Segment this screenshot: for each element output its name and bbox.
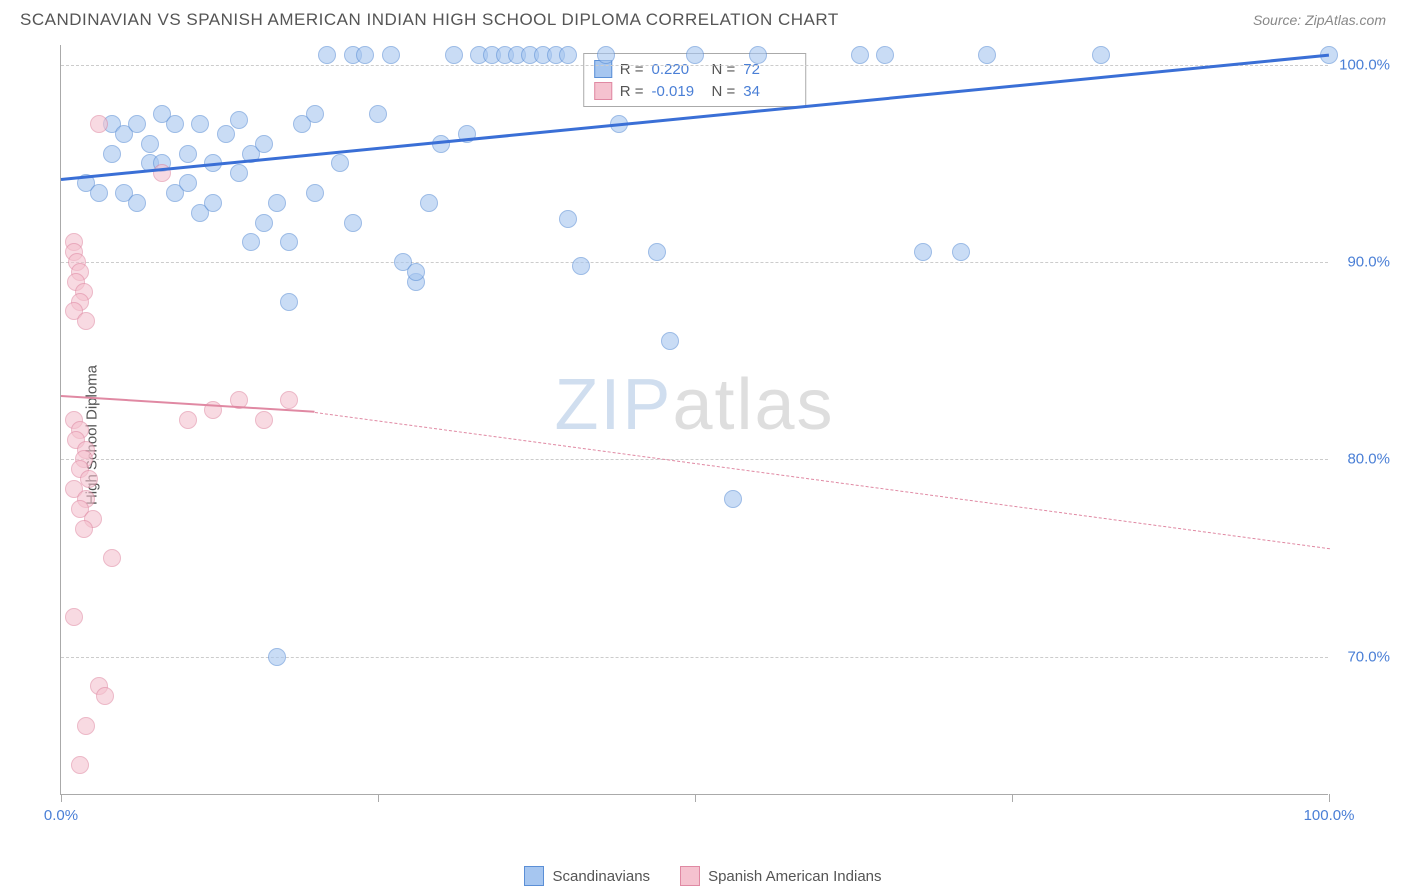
scatter-point <box>978 46 996 64</box>
scatter-point <box>661 332 679 350</box>
scatter-point <box>648 243 666 261</box>
stats-r-label: R = <box>620 83 644 100</box>
scatter-point <box>230 164 248 182</box>
x-tick <box>1012 794 1013 802</box>
scatter-point <box>572 257 590 275</box>
scatter-point <box>242 233 260 251</box>
x-tick <box>695 794 696 802</box>
scatter-point <box>686 46 704 64</box>
scatter-point <box>407 263 425 281</box>
gridline-h <box>61 657 1328 658</box>
scatter-point <box>914 243 932 261</box>
x-tick-label: 0.0% <box>44 807 78 824</box>
scatter-point <box>71 756 89 774</box>
x-tick <box>61 794 62 802</box>
scatter-point <box>445 46 463 64</box>
legend-swatch <box>594 82 612 100</box>
scatter-point <box>77 717 95 735</box>
scatter-point <box>306 184 324 202</box>
scatter-point <box>77 312 95 330</box>
plot-area: ZIPatlas R =0.220N =72R =-0.019N =34 70.… <box>60 45 1328 795</box>
y-tick-label: 100.0% <box>1339 56 1390 73</box>
scatter-point <box>356 46 374 64</box>
scatter-point <box>331 154 349 172</box>
scatter-point <box>344 214 362 232</box>
scatter-point <box>204 194 222 212</box>
scatter-point <box>597 46 615 64</box>
scatter-point <box>96 687 114 705</box>
scatter-point <box>559 210 577 228</box>
bottom-legend: Scandinavians Spanish American Indians <box>0 866 1406 886</box>
scatter-point <box>280 293 298 311</box>
scatter-point <box>141 135 159 153</box>
scatter-point <box>268 648 286 666</box>
scatter-point <box>306 105 324 123</box>
x-tick-label: 100.0% <box>1304 807 1355 824</box>
trendline-dashed <box>315 412 1330 549</box>
scatter-point <box>90 184 108 202</box>
scatter-point <box>255 214 273 232</box>
legend-label: Scandinavians <box>552 868 650 885</box>
scatter-point <box>382 46 400 64</box>
legend-swatch <box>680 866 700 886</box>
scatter-point <box>103 145 121 163</box>
gridline-h <box>61 262 1328 263</box>
scatter-point <box>876 46 894 64</box>
scatter-point <box>166 115 184 133</box>
scatter-point <box>952 243 970 261</box>
y-tick-label: 90.0% <box>1347 254 1390 271</box>
scatter-point <box>128 194 146 212</box>
stats-n-value: 34 <box>743 83 795 100</box>
scatter-point <box>179 174 197 192</box>
stats-r-label: R = <box>620 61 644 78</box>
scatter-point <box>128 115 146 133</box>
y-tick-label: 80.0% <box>1347 451 1390 468</box>
scatter-point <box>318 46 336 64</box>
gridline-h <box>61 459 1328 460</box>
scatter-point <box>724 490 742 508</box>
scatter-point <box>217 125 235 143</box>
chart-source: Source: ZipAtlas.com <box>1253 12 1386 28</box>
stats-n-value: 72 <box>743 61 795 78</box>
legend-item: Spanish American Indians <box>680 866 881 886</box>
scatter-point <box>80 470 98 488</box>
watermark-zip: ZIP <box>554 365 672 445</box>
chart-header: SCANDINAVIAN VS SPANISH AMERICAN INDIAN … <box>0 0 1406 36</box>
gridline-h <box>61 65 1328 66</box>
scatter-point <box>280 233 298 251</box>
scatter-point <box>369 105 387 123</box>
stats-r-value: -0.019 <box>652 83 704 100</box>
y-tick-label: 70.0% <box>1347 648 1390 665</box>
scatter-point <box>559 46 577 64</box>
scatter-point <box>255 135 273 153</box>
x-tick <box>1329 794 1330 802</box>
scatter-point <box>1092 46 1110 64</box>
scatter-point <box>255 411 273 429</box>
stats-n-label: N = <box>712 61 736 78</box>
chart-title: SCANDINAVIAN VS SPANISH AMERICAN INDIAN … <box>20 10 839 30</box>
chart-container: High School Diploma ZIPatlas R =0.220N =… <box>60 45 1390 825</box>
stats-n-label: N = <box>712 83 736 100</box>
scatter-point <box>75 520 93 538</box>
scatter-point <box>179 145 197 163</box>
scatter-point <box>230 111 248 129</box>
scatter-point <box>103 549 121 567</box>
stats-row: R = -0.019 N = 34 <box>594 80 796 102</box>
watermark: ZIPatlas <box>554 364 834 446</box>
watermark-atlas: atlas <box>672 365 834 445</box>
legend-label: Spanish American Indians <box>708 868 881 885</box>
legend-item: Scandinavians <box>524 866 650 886</box>
scatter-point <box>179 411 197 429</box>
scatter-point <box>749 46 767 64</box>
scatter-point <box>268 194 286 212</box>
scatter-point <box>191 115 209 133</box>
scatter-point <box>420 194 438 212</box>
scatter-point <box>90 115 108 133</box>
x-tick <box>378 794 379 802</box>
scatter-point <box>280 391 298 409</box>
legend-swatch <box>524 866 544 886</box>
scatter-point <box>851 46 869 64</box>
scatter-point <box>65 608 83 626</box>
